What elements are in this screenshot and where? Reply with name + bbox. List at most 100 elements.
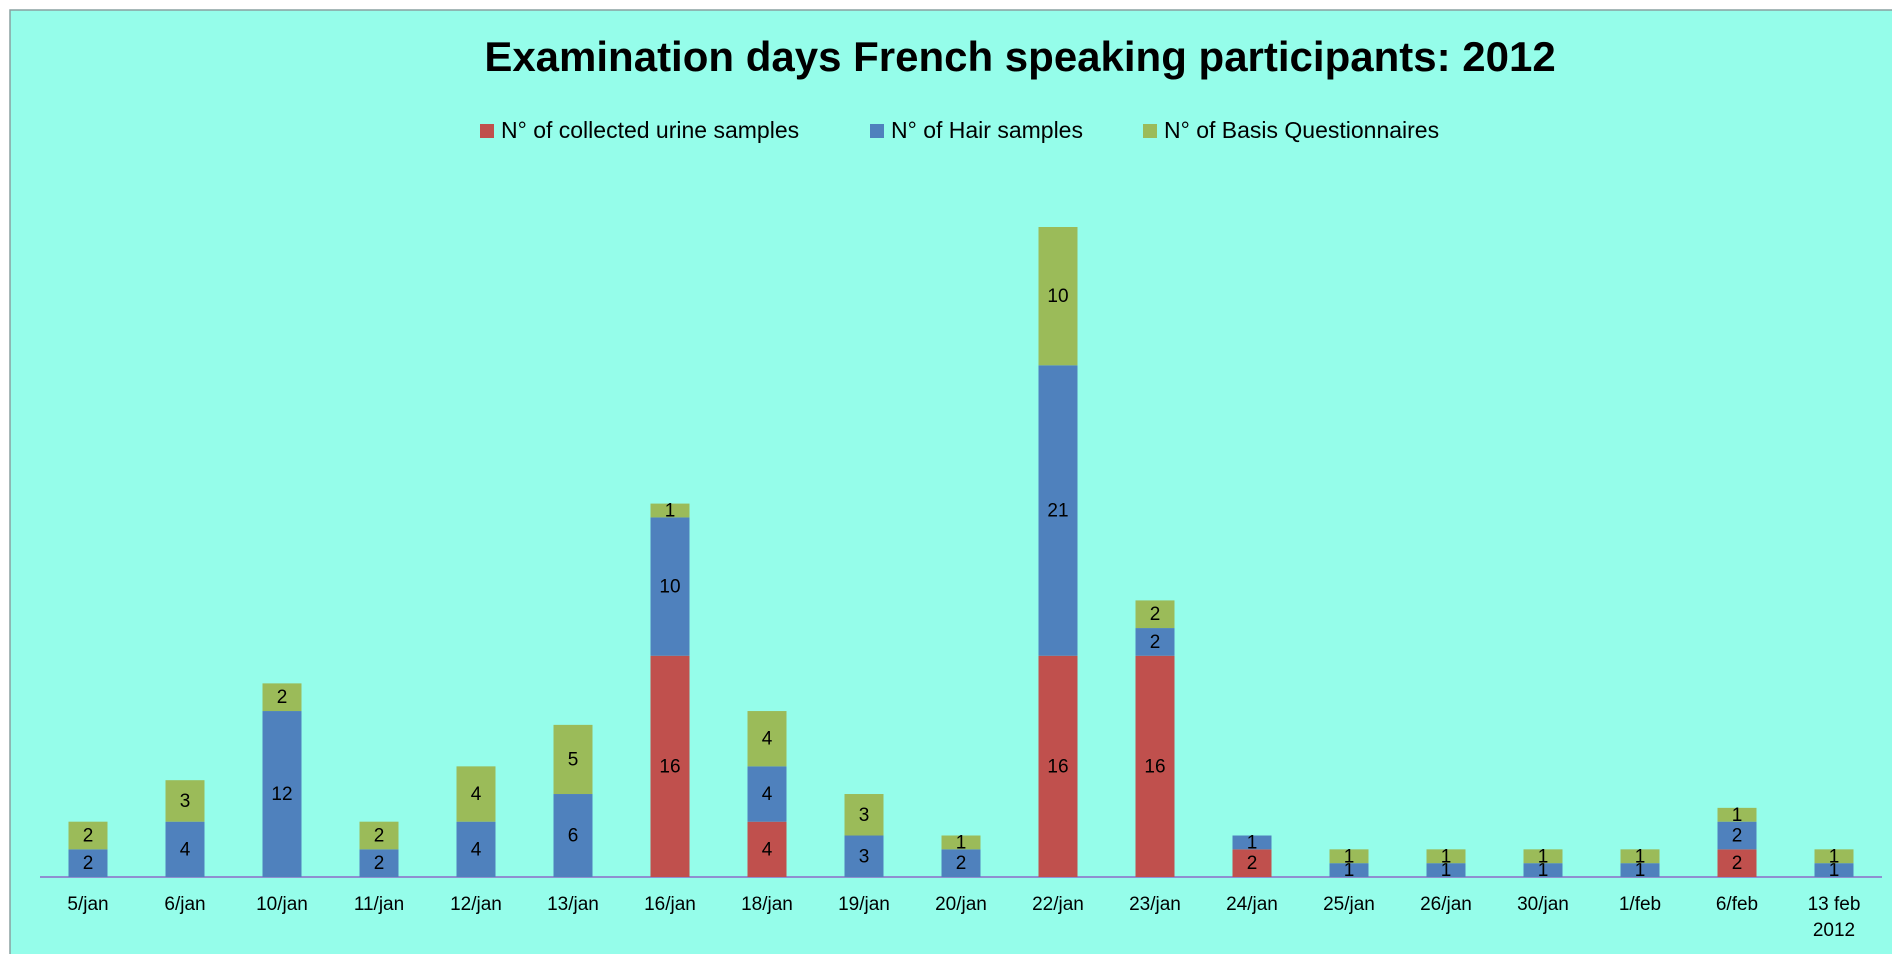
- bar-segment: [553, 794, 593, 877]
- x-tick-label: 24/jan: [1226, 894, 1278, 915]
- data-label: 2: [1150, 604, 1161, 625]
- bar-segment: [359, 821, 399, 850]
- bar-segment: [650, 655, 690, 877]
- bar-segment: [1814, 849, 1854, 864]
- bar-segment: [1426, 849, 1466, 864]
- bar-segment: [1523, 863, 1563, 877]
- bar-segment: [68, 849, 108, 877]
- x-tick-label: 23/jan: [1129, 894, 1181, 915]
- data-label: 2: [956, 853, 967, 874]
- x-tick-label: 16/jan: [644, 894, 696, 915]
- bar-segment: [747, 766, 787, 822]
- data-label: 1: [1829, 860, 1840, 881]
- data-label: 2: [1150, 632, 1161, 653]
- legend-label: N° of Hair samples: [891, 117, 1083, 143]
- data-label: 1: [956, 832, 967, 853]
- data-label: 1: [1441, 860, 1452, 881]
- legend-swatch: [870, 124, 884, 138]
- data-label: 1: [1441, 846, 1452, 867]
- bar-segment: [941, 849, 981, 877]
- bar-segment: [1232, 835, 1272, 850]
- data-label: 4: [471, 839, 482, 860]
- bar-segment: [165, 821, 205, 877]
- bar-segment: [456, 766, 496, 822]
- data-label: 4: [180, 839, 191, 860]
- x-tick-label: 6/jan: [164, 894, 205, 915]
- x-tick-label: 30/jan: [1517, 894, 1569, 915]
- x-tick-label-line: 13 feb: [1808, 894, 1861, 915]
- bar-segment: [553, 724, 593, 795]
- data-label: 4: [762, 729, 773, 750]
- bar-segment: [844, 835, 884, 877]
- x-tick-label: 26/jan: [1420, 894, 1472, 915]
- bar-segment: [1329, 863, 1369, 877]
- x-tick-label-line: 2012: [1813, 920, 1855, 941]
- data-label: 4: [762, 784, 773, 805]
- bar-segment: [359, 849, 399, 877]
- data-label: 21: [1047, 501, 1068, 522]
- bar-segment: [456, 821, 496, 877]
- bar-segment: [1814, 863, 1854, 877]
- bar-segment: [1038, 365, 1078, 656]
- bar-segment: [844, 794, 884, 836]
- bar-segment: [68, 821, 108, 850]
- legend-swatch: [480, 124, 494, 138]
- bar-segment: [262, 683, 302, 712]
- data-label: 1: [665, 501, 676, 522]
- chart-title: Examination days French speaking partici…: [484, 33, 1555, 80]
- data-label: 2: [374, 826, 385, 847]
- x-tick-label: 25/jan: [1323, 894, 1375, 915]
- data-label: 2: [277, 687, 288, 708]
- bar-segment: [1329, 849, 1369, 864]
- data-label: 2: [1732, 826, 1743, 847]
- data-label: 1: [1538, 860, 1549, 881]
- x-tick-label: 6/feb: [1716, 894, 1758, 915]
- bar-segment: [1426, 863, 1466, 877]
- data-label: 3: [859, 805, 870, 826]
- bar-segment: [165, 780, 205, 822]
- x-tick-label: 13 feb 2012: [1808, 894, 1861, 941]
- data-label: 4: [762, 839, 773, 860]
- data-label: 16: [659, 756, 680, 777]
- bar-segment: [262, 711, 302, 877]
- bar-segment: [1135, 628, 1175, 656]
- bar-segment: [1135, 655, 1175, 877]
- data-label: 16: [1144, 756, 1165, 777]
- x-tick-label: 12/jan: [450, 894, 502, 915]
- data-label: 2: [1247, 853, 1258, 874]
- legend-swatch: [1143, 124, 1157, 138]
- bar-segment: [1717, 821, 1757, 850]
- data-label: 10: [659, 577, 680, 598]
- bar-segment: [1717, 807, 1757, 822]
- bar-segment: [941, 835, 981, 850]
- data-label: 3: [180, 791, 191, 812]
- x-tick-label: 18/jan: [741, 894, 793, 915]
- data-label: 1: [1635, 846, 1646, 867]
- x-tick-label: 19/jan: [838, 894, 890, 915]
- data-label: 1: [1247, 832, 1258, 853]
- x-tick-label: 1/feb: [1619, 894, 1661, 915]
- legend-label: N° of collected urine samples: [501, 117, 799, 143]
- data-label: 16: [1047, 756, 1068, 777]
- data-label: 12: [271, 784, 292, 805]
- bar-segment: [1135, 600, 1175, 629]
- bar-segment: [1620, 849, 1660, 864]
- x-tick-label: 13/jan: [547, 894, 599, 915]
- chart-background: [9, 9, 1892, 954]
- legend-label: N° of Basis Questionnaires: [1164, 117, 1439, 143]
- bar-segment: [1717, 849, 1757, 877]
- data-label: 1: [1344, 860, 1355, 881]
- bar-segment: [1523, 849, 1563, 864]
- data-label: 2: [83, 826, 94, 847]
- data-label: 1: [1538, 846, 1549, 867]
- bar-segment: [1038, 655, 1078, 877]
- data-label: 6: [568, 826, 579, 847]
- data-label: 2: [374, 853, 385, 874]
- data-label: 1: [1635, 860, 1646, 881]
- data-label: 5: [568, 749, 579, 770]
- bar-segment: [1620, 863, 1660, 877]
- data-label: 1: [1829, 846, 1840, 867]
- bar-segment: [1038, 227, 1078, 366]
